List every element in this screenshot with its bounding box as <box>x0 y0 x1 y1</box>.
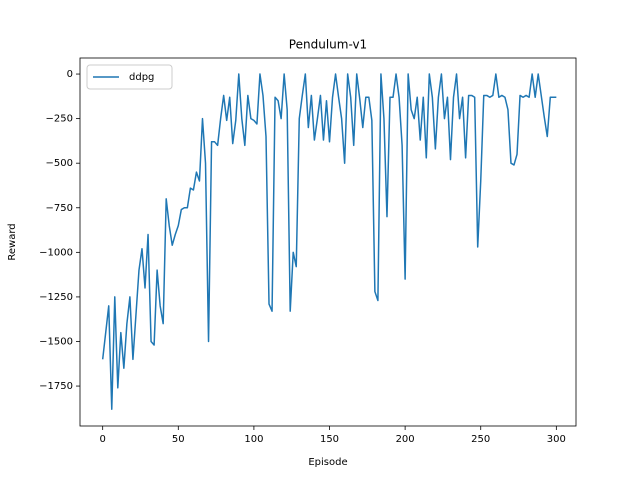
y-tick-label: −750 <box>46 203 73 214</box>
chart-title: Pendulum-v1 <box>289 38 367 52</box>
x-tick-label: 250 <box>471 434 490 445</box>
legend-label: ddpg <box>129 72 154 83</box>
y-tick-label: −500 <box>46 158 73 169</box>
x-tick-label: 100 <box>244 434 263 445</box>
x-tick-label: 50 <box>172 434 185 445</box>
y-tick-label: 0 <box>67 69 73 80</box>
y-tick-label: −1500 <box>39 336 73 347</box>
x-tick-label: 0 <box>99 434 105 445</box>
y-tick-label: −1000 <box>39 247 73 258</box>
plot-frame <box>79 57 577 427</box>
data-line <box>101 73 557 410</box>
legend-box <box>86 64 173 90</box>
y-tick-label: −1250 <box>39 292 73 303</box>
x-tick-label: 300 <box>547 434 566 445</box>
x-tick-label: 150 <box>320 434 339 445</box>
y-tick-label: −1750 <box>39 381 73 392</box>
y-tick-label: −250 <box>46 114 73 125</box>
y-axis-label: Reward <box>7 223 18 260</box>
x-axis-label: Episode <box>308 457 347 468</box>
x-tick-label: 200 <box>396 434 415 445</box>
